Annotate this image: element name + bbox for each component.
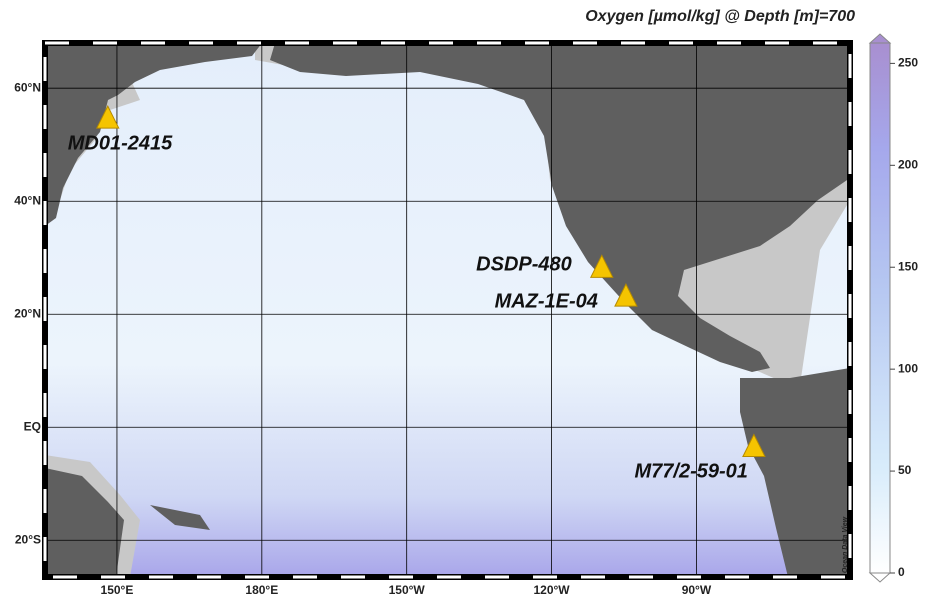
station-label: DSDP-480 [476, 254, 572, 276]
x-tick-label: 90°W [682, 583, 712, 597]
colorbar-cap [868, 572, 892, 583]
x-tick-label: 180°E [245, 583, 278, 597]
colorbar-tick-label: 150 [898, 259, 918, 273]
y-tick-label: 20°S [15, 532, 41, 546]
colorbar-tick-label: 50 [898, 463, 912, 477]
station-marker [614, 283, 638, 307]
land [45, 43, 850, 577]
map-title: Oxygen [µmol/kg] @ Depth [m]=700 [585, 8, 855, 25]
station-marker [589, 254, 614, 278]
y-tick-label: EQ [24, 419, 41, 433]
y-tick-label: 20°N [14, 306, 41, 320]
map-area [45, 43, 850, 577]
colorbar: 0 50 100 150 200 250 [868, 33, 918, 583]
station-marker [742, 433, 766, 457]
map-frame-check [43, 41, 852, 579]
y-tick-label: 60°N [14, 80, 41, 94]
colorbar-tick-label: 250 [898, 56, 918, 70]
colorbar-tick-label: 100 [898, 361, 918, 375]
station-label: MD01-2415 [68, 132, 173, 154]
x-tick-label: 120°W [533, 583, 570, 597]
x-tick-label: 150°W [389, 583, 426, 597]
x-tick-label: 150°E [101, 583, 134, 597]
colorbar-ramp [869, 42, 891, 574]
watermark: Ocean Data View [842, 516, 849, 573]
grid [45, 43, 850, 577]
colorbar-tick-label: 0 [898, 565, 905, 579]
station-marker [95, 105, 120, 129]
colorbar-tick-label: 200 [898, 157, 918, 171]
station-label: M77/2-59-01 [634, 461, 747, 483]
stations: MD01-2415 DSDP-480 MAZ-1E-04 M77/2-59-01 [68, 105, 766, 483]
colorbar-cap [868, 33, 892, 44]
station-label: MAZ-1E-04 [495, 290, 598, 312]
y-tick-label: 40°N [14, 193, 41, 207]
